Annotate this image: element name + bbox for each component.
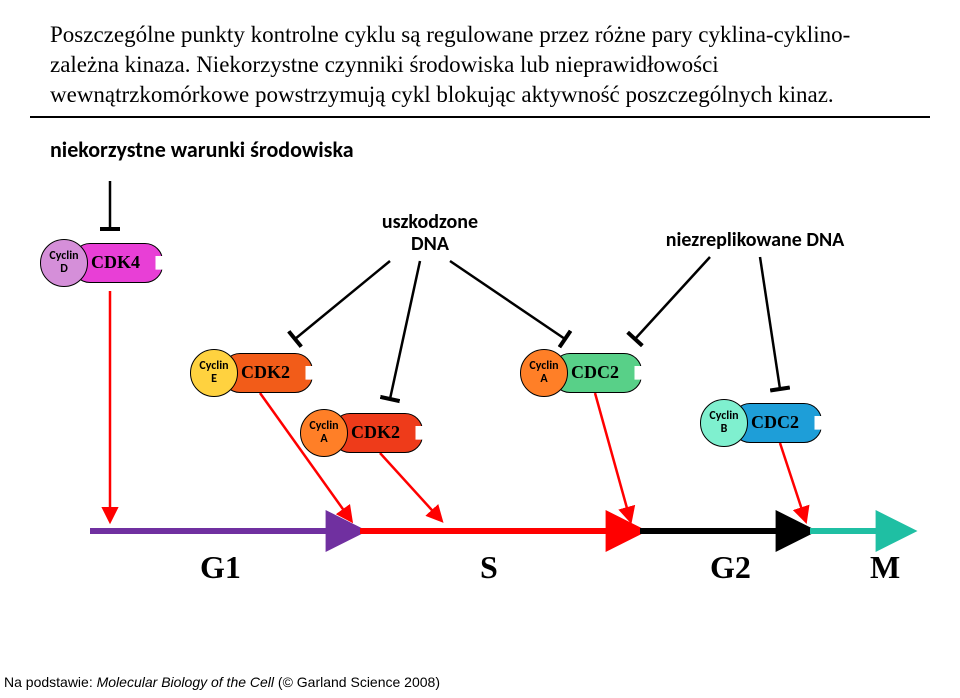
cyclin-d-icon: Cyclin D <box>40 239 88 287</box>
damaged-dna-label: uszkodzone DNA <box>370 211 490 255</box>
footer-suffix: (© Garland Science 2008) <box>274 674 440 690</box>
arrow-ac2 <box>595 393 630 519</box>
pair-cyclinD-cdk4: Cyclin D CDK4 <box>40 239 163 287</box>
arrow-bc2 <box>780 443 805 519</box>
phase-s: S <box>480 549 498 586</box>
subheader: niekorzystne warunki środowiska <box>50 136 940 163</box>
cyclin-label: Cyclin <box>49 250 78 263</box>
inhibit-unrep-ac2 <box>635 257 710 339</box>
phase-g1: G1 <box>200 549 241 586</box>
footer-prefix: Na podstawie: <box>4 674 97 690</box>
damaged-line1: uszkodzone <box>382 210 478 234</box>
damaged-line2: DNA <box>411 232 449 256</box>
header-text: Poszczególne punkty kontrolne cyklu są r… <box>50 20 910 110</box>
pair-cyclinA-cdc2: Cyclin A CDC2 <box>520 349 642 397</box>
diagram-canvas: uszkodzone DNA niezreplikowane DNA Cycli… <box>20 171 940 601</box>
cyclin-letter: B <box>721 423 728 436</box>
phase-g2: G2 <box>710 549 751 586</box>
cyclin-letter: A <box>540 373 547 386</box>
arrow-a2 <box>380 453 440 519</box>
pair-cyclinA-cdk2: Cyclin A CDK2 <box>300 409 423 457</box>
divider <box>30 116 930 118</box>
pair-cyclinE-cdk2: Cyclin E CDK2 <box>190 349 313 397</box>
unreplicated-dna-label: niezreplikowane DNA <box>640 229 870 251</box>
inhibit-dmg-ac2 <box>450 261 565 339</box>
cyclin-b-icon: Cyclin B <box>700 399 748 447</box>
cyclin-a-icon: Cyclin A <box>300 409 348 457</box>
cyclin-label: Cyclin <box>309 420 338 433</box>
cyclin-label: Cyclin <box>709 410 738 423</box>
cyclin-label: Cyclin <box>529 360 558 373</box>
inhibit-dmg-a2 <box>390 261 420 399</box>
cyclin-letter: E <box>211 373 217 386</box>
inhibit-dmg-e2 <box>295 261 390 339</box>
cyclin-e-icon: Cyclin E <box>190 349 238 397</box>
cyclin-a2-icon: Cyclin A <box>520 349 568 397</box>
footer-title: Molecular Biology of the Cell <box>97 674 274 690</box>
phase-m: M <box>870 549 900 586</box>
cyclin-label: Cyclin <box>199 360 228 373</box>
cyclin-letter: D <box>60 263 68 276</box>
inhibit-unrep-bc2 <box>760 257 780 389</box>
footer-citation: Na podstawie: Molecular Biology of the C… <box>4 674 440 690</box>
cyclin-letter: A <box>320 433 327 446</box>
pair-cyclinB-cdc2: Cyclin B CDC2 <box>700 399 822 447</box>
